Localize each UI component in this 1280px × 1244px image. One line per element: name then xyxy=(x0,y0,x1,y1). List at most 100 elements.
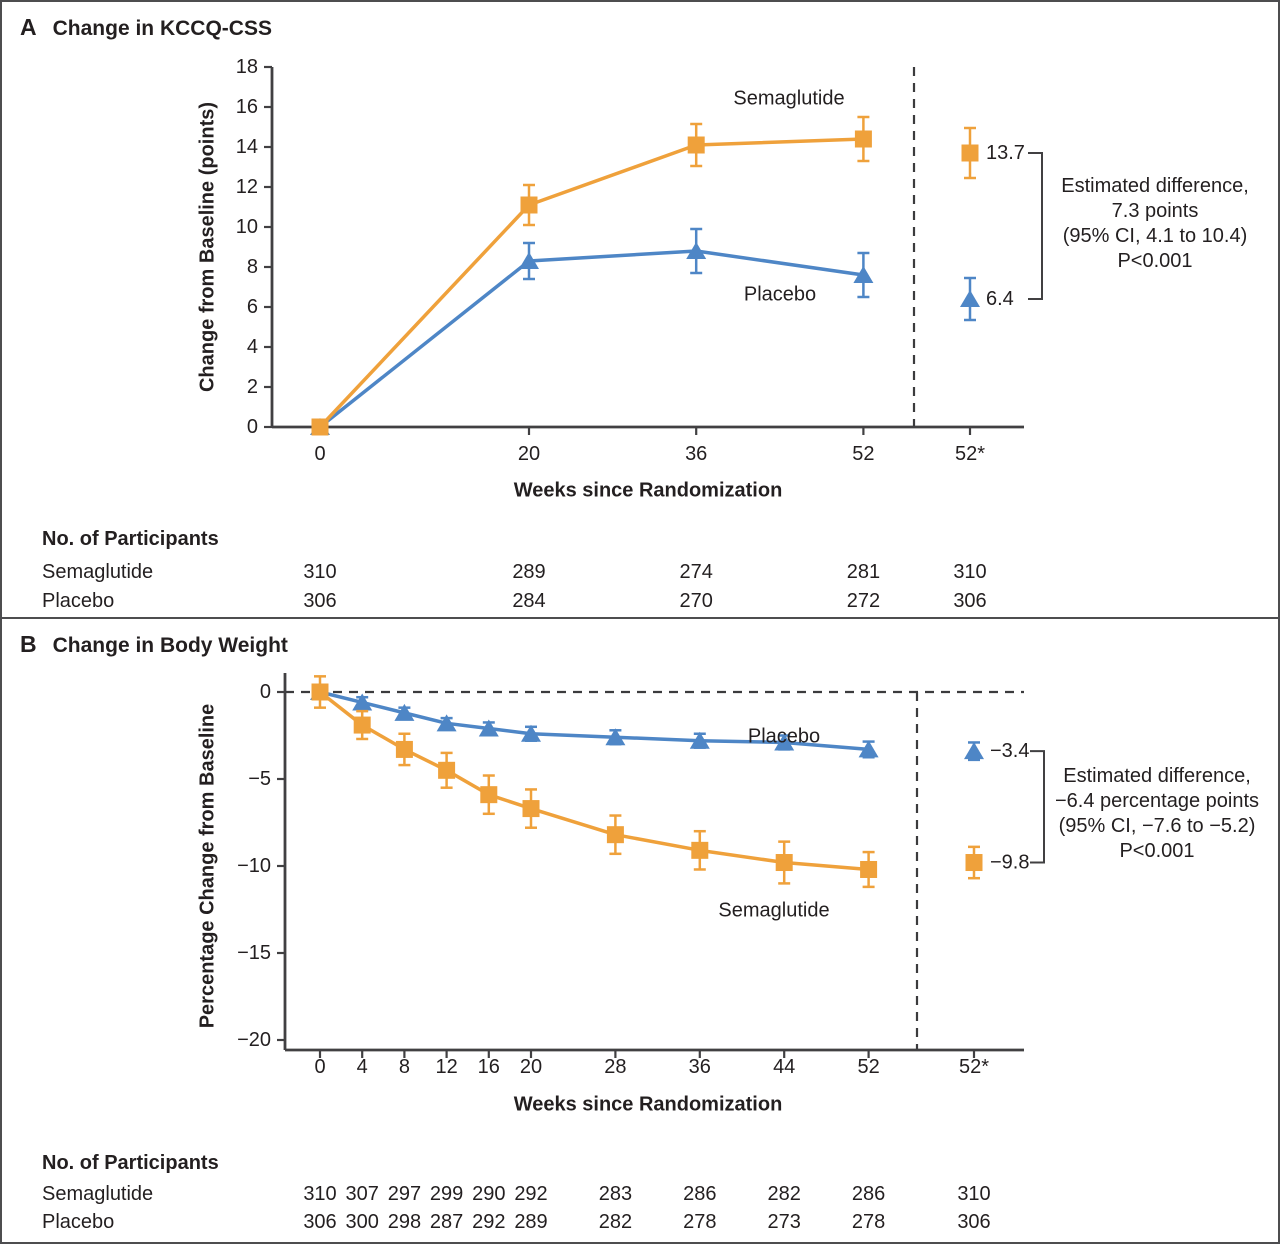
series-line xyxy=(318,249,866,429)
square-marker xyxy=(480,786,498,804)
triangle-marker xyxy=(478,719,499,737)
participants-header: No. of Participants xyxy=(42,1152,219,1174)
participants-table: No. of Participants Semaglutide 310 289 274 2… xyxy=(42,528,987,612)
participants-row-label: Placebo xyxy=(42,1211,114,1233)
square-marker xyxy=(353,716,371,734)
series-line xyxy=(318,690,871,872)
week52-estimate-placebo: −3.4 xyxy=(964,740,1029,762)
x-tick-label: 36 xyxy=(685,443,707,465)
y-tick-label: −10 xyxy=(237,855,271,877)
annotation-line: −6.4 percentage points xyxy=(1054,790,1260,812)
x-tick-label-52star: 52* xyxy=(959,1056,989,1078)
participants-count: 286 xyxy=(683,1183,716,1205)
participants-count: 306 xyxy=(953,590,986,612)
square-marker xyxy=(775,854,793,872)
x-tick-label: 12 xyxy=(435,1056,457,1078)
participants-count: 270 xyxy=(680,590,713,612)
y-tick-label: −15 xyxy=(237,942,271,964)
triangle-marker xyxy=(519,252,539,269)
participants-count: 310 xyxy=(953,561,986,583)
participants-count: 292 xyxy=(472,1211,505,1233)
participants-count: 289 xyxy=(512,561,545,583)
participants-count: 299 xyxy=(430,1183,463,1205)
x-tick-label: 16 xyxy=(478,1056,500,1078)
triangle-marker xyxy=(436,714,457,732)
participants-table: No. of Participants Semaglutide 310 307 297 2… xyxy=(42,1152,991,1233)
series-placebo xyxy=(310,683,879,759)
triangle-marker xyxy=(605,728,626,746)
square-marker xyxy=(522,800,540,818)
week52-estimate-placebo: 6.4 xyxy=(960,276,1014,322)
series-label-semaglutide: Semaglutide xyxy=(733,87,845,110)
y-tick-label: 4 xyxy=(247,336,258,358)
y-tick-label: 8 xyxy=(247,256,258,278)
square-marker xyxy=(687,136,705,154)
panel-a-estimate-annotation: Estimated difference, 7.3 points (95% CI… xyxy=(1061,174,1249,274)
participants-count: 289 xyxy=(514,1211,547,1233)
participants-count: 272 xyxy=(847,590,880,612)
participants-count: 310 xyxy=(303,561,336,583)
square-marker xyxy=(520,196,538,214)
participants-count: 306 xyxy=(303,590,336,612)
participants-row-label: Semaglutide xyxy=(42,561,153,583)
square-marker xyxy=(311,683,329,701)
panel-b-x-axis-label: Weeks since Randomization xyxy=(513,1093,783,1116)
participants-count: 287 xyxy=(430,1211,463,1233)
difference-bracket xyxy=(1028,152,1043,300)
series-semaglutide xyxy=(311,675,878,889)
annotation-line: 7.3 points xyxy=(1111,200,1199,222)
x-tick-label: 44 xyxy=(773,1056,795,1078)
x-tick-label: 28 xyxy=(604,1056,626,1078)
square-marker xyxy=(965,854,983,872)
triangle-marker xyxy=(394,703,415,721)
triangle-marker xyxy=(521,724,541,742)
triangle-marker xyxy=(689,731,710,749)
annotation-line: (95% CI, 4.1 to 10.4) xyxy=(1062,225,1248,247)
panel-a-title: A Change in KCCQ-CSS xyxy=(20,14,272,41)
week52-estimate-semaglutide: 13.7 xyxy=(961,126,1025,180)
annotation-line: Estimated difference, xyxy=(1063,765,1251,787)
square-marker xyxy=(395,740,413,758)
triangle-marker xyxy=(686,242,707,259)
panel-b-estimate-annotation: Estimated difference, −6.4 percentage po… xyxy=(1055,764,1259,864)
panel-a-y-axis-label: Change from Baseline (points) xyxy=(196,101,219,393)
x-tick-label: 0 xyxy=(314,443,325,465)
x-tick-label: 36 xyxy=(689,1056,711,1078)
participants-count: 283 xyxy=(599,1183,632,1205)
x-tick-label: 52 xyxy=(857,1056,879,1078)
participants-count: 284 xyxy=(512,590,545,612)
square-marker xyxy=(860,860,878,878)
x-tick-label: 4 xyxy=(357,1056,368,1078)
series-line xyxy=(318,137,866,429)
x-tick-label: 52 xyxy=(852,443,874,465)
square-marker xyxy=(691,841,709,859)
difference-bracket xyxy=(1030,750,1045,864)
participants-count: 278 xyxy=(683,1211,716,1233)
participants-count: 292 xyxy=(514,1183,547,1205)
series-label-placebo: Placebo xyxy=(747,725,821,748)
participants-count: 307 xyxy=(346,1183,379,1205)
y-tick-label: 12 xyxy=(236,176,258,198)
participants-count: 298 xyxy=(388,1211,421,1233)
participants-count: 274 xyxy=(680,561,713,583)
participants-count: 297 xyxy=(388,1183,421,1205)
series-placebo xyxy=(310,227,874,435)
annotation-line: (95% CI, −7.6 to −5.2) xyxy=(1058,815,1256,837)
y-tick-label: −5 xyxy=(248,768,271,790)
triangle-marker xyxy=(960,290,980,307)
square-marker xyxy=(311,418,329,436)
participants-count: 306 xyxy=(303,1211,336,1233)
participants-count: 286 xyxy=(852,1183,885,1205)
x-tick-label: 8 xyxy=(399,1056,410,1078)
annotation-line: Estimated difference, xyxy=(1061,175,1249,197)
square-marker xyxy=(438,761,456,779)
y-tick-label: 10 xyxy=(236,216,258,238)
series-line xyxy=(318,690,871,752)
participants-count: 310 xyxy=(303,1183,336,1205)
participants-row-label: Semaglutide xyxy=(42,1183,153,1205)
participants-count: 310 xyxy=(957,1183,990,1205)
y-tick-label: 0 xyxy=(260,681,271,703)
x-tick-label: 20 xyxy=(518,443,540,465)
series-label-semaglutide: Semaglutide xyxy=(718,899,830,922)
participants-count: 306 xyxy=(957,1211,990,1233)
